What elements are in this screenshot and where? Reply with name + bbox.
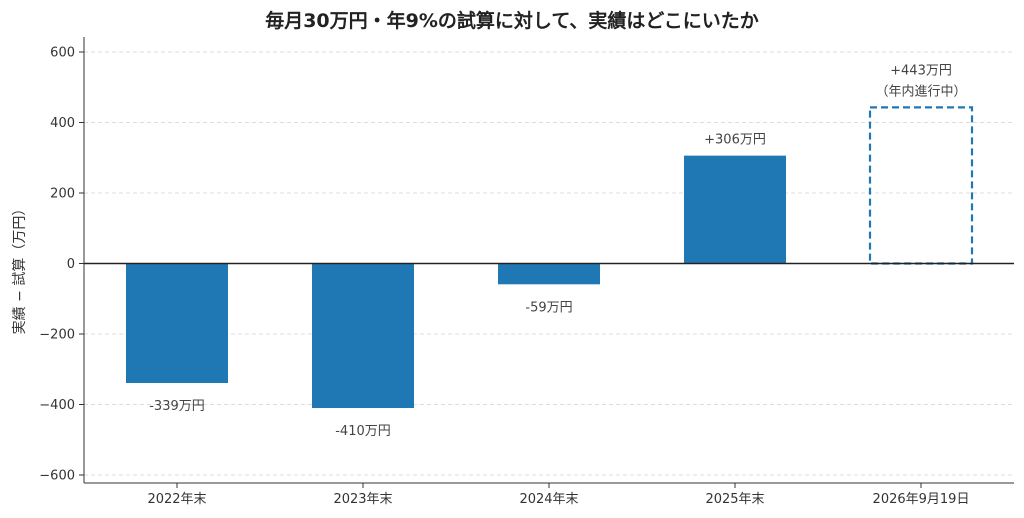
- x-tick-label: 2026年9月19日: [873, 492, 970, 507]
- y-tick-label: −600: [39, 469, 75, 484]
- data-label: -339万円: [149, 399, 205, 414]
- y-tick-label: −400: [39, 398, 75, 413]
- label-layer: 600 400 200 0 −200 −400 −600 2022年末 -339万円 2023年末…: [39, 46, 969, 508]
- y-tick-label: 200: [50, 187, 75, 202]
- bar-projected: [868, 106, 974, 265]
- chart-title: 毎月30万円・年9%の試算に対して、実績はどこにいたか: [265, 10, 759, 32]
- x-tick-label: 2022年末: [147, 492, 206, 507]
- bar-layer: [126, 106, 974, 409]
- y-tick-label: 600: [50, 46, 75, 61]
- y-tick-label: −200: [39, 328, 75, 343]
- data-label: -410万円: [335, 424, 391, 439]
- y-axis-title: 実績 − 試算（万円）: [12, 202, 28, 335]
- grid-layer: [84, 51, 1014, 476]
- x-tick-label: 2024年末: [519, 492, 578, 507]
- x-tick-label: 2025年末: [705, 492, 764, 507]
- bar: [312, 263, 414, 409]
- y-tick-label: 400: [50, 116, 75, 131]
- axis-layer: [79, 37, 1014, 488]
- bar: [684, 155, 786, 264]
- data-label: -59万円: [525, 300, 572, 315]
- bar: [126, 263, 228, 383]
- data-label: +443万円: [890, 63, 952, 78]
- bar: [498, 263, 600, 285]
- bar-annotation: （年内進行中）: [875, 83, 966, 99]
- x-tick-label: 2023年末: [333, 492, 392, 507]
- data-label: +306万円: [704, 133, 766, 148]
- y-tick-label: 0: [67, 257, 75, 272]
